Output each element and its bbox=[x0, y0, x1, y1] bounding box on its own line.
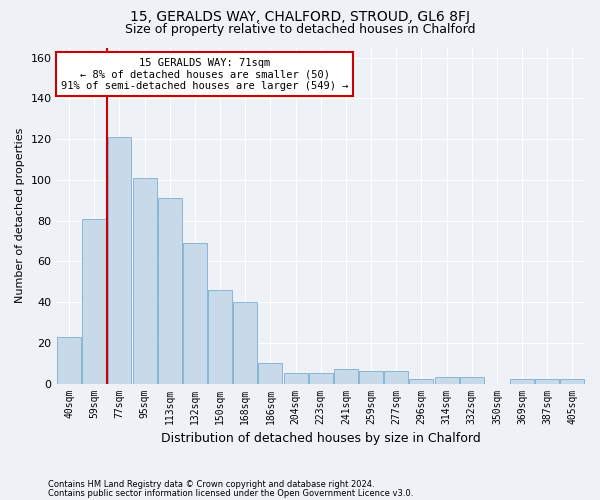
Y-axis label: Number of detached properties: Number of detached properties bbox=[15, 128, 25, 303]
Bar bbox=[259, 363, 283, 384]
Bar bbox=[385, 372, 408, 384]
Bar bbox=[208, 290, 232, 384]
Bar bbox=[434, 378, 458, 384]
Bar bbox=[158, 198, 182, 384]
Bar bbox=[133, 178, 157, 384]
Text: 15, GERALDS WAY, CHALFORD, STROUD, GL6 8FJ: 15, GERALDS WAY, CHALFORD, STROUD, GL6 8… bbox=[130, 10, 470, 24]
Text: Contains public sector information licensed under the Open Government Licence v3: Contains public sector information licen… bbox=[48, 488, 413, 498]
Bar bbox=[82, 218, 106, 384]
Bar bbox=[57, 336, 81, 384]
Text: Size of property relative to detached houses in Chalford: Size of property relative to detached ho… bbox=[125, 22, 475, 36]
Bar bbox=[284, 374, 308, 384]
Bar bbox=[510, 380, 534, 384]
Bar bbox=[535, 380, 559, 384]
Bar bbox=[560, 380, 584, 384]
Bar bbox=[233, 302, 257, 384]
Bar bbox=[460, 378, 484, 384]
Bar bbox=[334, 370, 358, 384]
Bar bbox=[309, 374, 333, 384]
Text: 15 GERALDS WAY: 71sqm
← 8% of detached houses are smaller (50)
91% of semi-detac: 15 GERALDS WAY: 71sqm ← 8% of detached h… bbox=[61, 58, 348, 91]
Bar bbox=[183, 243, 207, 384]
Bar bbox=[359, 372, 383, 384]
X-axis label: Distribution of detached houses by size in Chalford: Distribution of detached houses by size … bbox=[161, 432, 481, 445]
Bar bbox=[409, 380, 433, 384]
Bar bbox=[107, 137, 131, 384]
Text: Contains HM Land Registry data © Crown copyright and database right 2024.: Contains HM Land Registry data © Crown c… bbox=[48, 480, 374, 489]
